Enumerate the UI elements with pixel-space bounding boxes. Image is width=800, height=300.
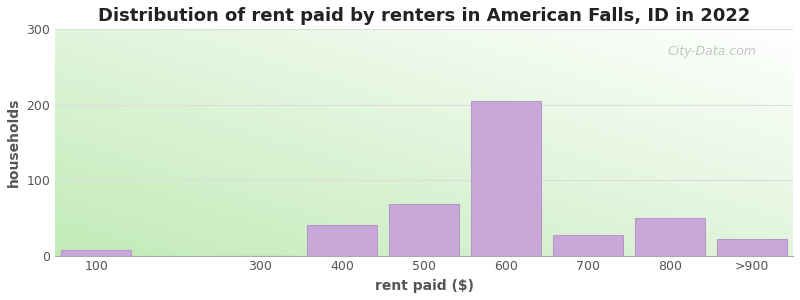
- Text: City-Data.com: City-Data.com: [668, 45, 757, 58]
- Bar: [635, 218, 705, 256]
- Bar: [554, 235, 623, 256]
- Y-axis label: households: households: [7, 98, 21, 187]
- X-axis label: rent paid ($): rent paid ($): [374, 279, 474, 293]
- Bar: [718, 239, 787, 256]
- Bar: [471, 101, 541, 256]
- Bar: [62, 250, 131, 256]
- Bar: [390, 204, 459, 256]
- Title: Distribution of rent paid by renters in American Falls, ID in 2022: Distribution of rent paid by renters in …: [98, 7, 750, 25]
- Bar: [307, 226, 377, 256]
